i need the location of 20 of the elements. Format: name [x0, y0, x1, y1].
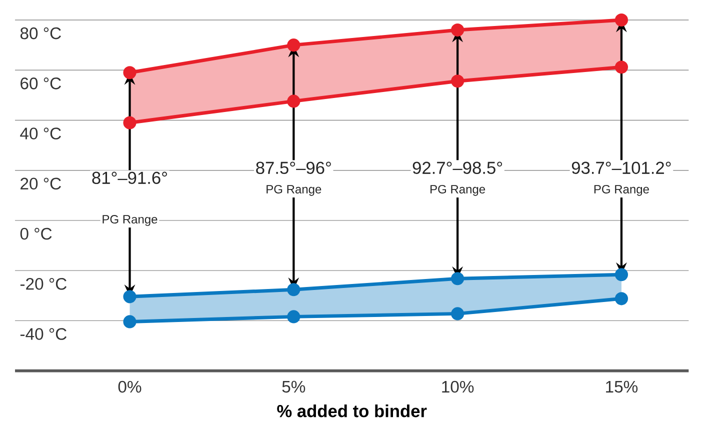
annotation: 81°–91.6°: [92, 172, 167, 184]
annotation: 92.7°–98.5°: [412, 162, 502, 174]
annotation: PG Range: [102, 215, 158, 226]
annotation: 93.7°–101.2°: [572, 162, 671, 174]
x-tick-label: 15%: [606, 380, 638, 393]
y-tick-label: -20 °C: [20, 278, 67, 290]
annotation: PG Range: [266, 185, 322, 196]
x-axis-title: % added to binder: [277, 404, 427, 418]
annotation: PG Range: [594, 185, 649, 196]
y-tick-label: 20 °C: [20, 178, 61, 190]
x-tick-label: 0%: [118, 380, 142, 393]
annotation: 87.5°–96°: [256, 162, 331, 174]
annotation: PG Range: [430, 185, 486, 196]
y-tick-label: 0 °C: [20, 228, 52, 240]
x-tick-label: 10%: [442, 380, 474, 393]
y-tick-label: -40 °C: [20, 328, 67, 340]
y-tick-label: 40 °C: [20, 128, 61, 140]
x-tick-label: 5%: [282, 380, 306, 393]
y-tick-label: 80 °C: [20, 27, 61, 40]
y-tick-label: 60 °C: [20, 78, 61, 90]
